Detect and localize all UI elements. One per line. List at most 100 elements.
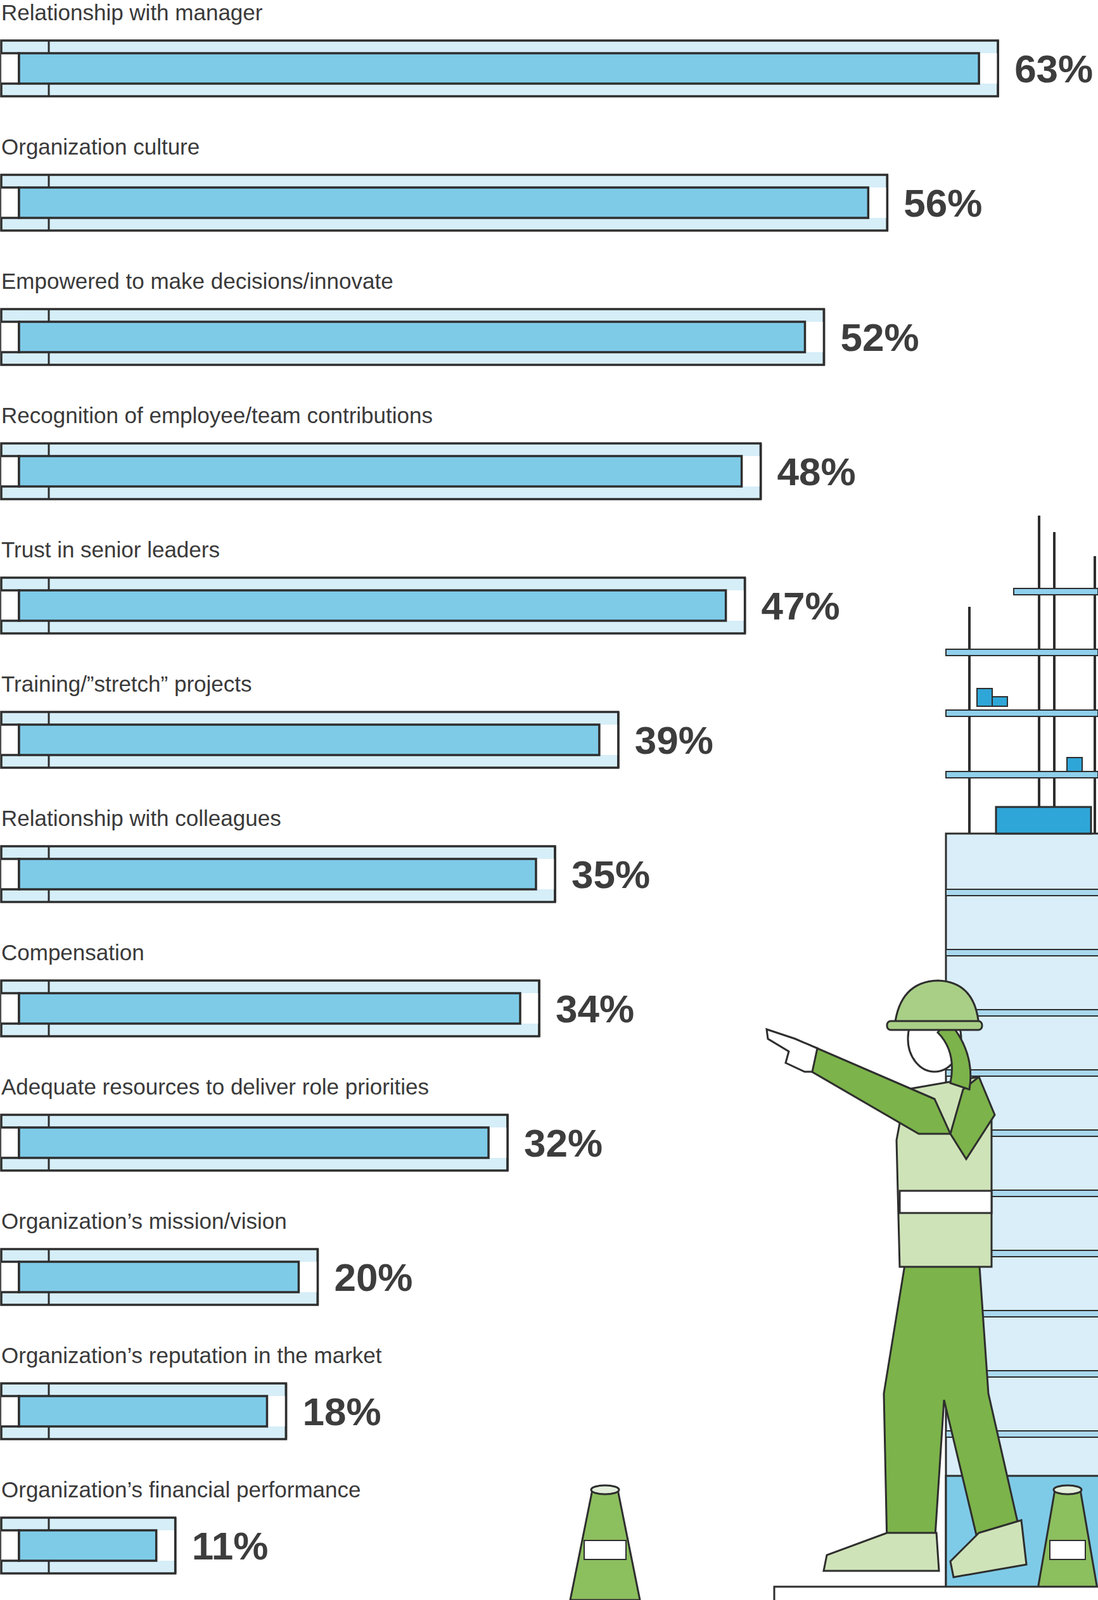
bar-web bbox=[19, 859, 537, 890]
chart: Relationship with manager Organization cu… bbox=[0, 0, 1098, 1600]
bar-end-line bbox=[617, 712, 620, 768]
category-label: Empowered to make decisions/innovate bbox=[1, 268, 394, 294]
bar-group bbox=[1, 1383, 286, 1440]
bar-group bbox=[1, 174, 888, 231]
cone-stripe bbox=[584, 1540, 626, 1560]
data-label: 20% bbox=[333, 1255, 413, 1300]
scaffold-pole bbox=[968, 606, 971, 834]
bar-end-line bbox=[743, 577, 747, 634]
bar-group bbox=[1, 443, 761, 500]
bar-cap-line bbox=[48, 352, 51, 365]
data-label: 47% bbox=[761, 584, 841, 628]
block bbox=[976, 688, 993, 707]
bar-cap-line bbox=[1, 1127, 20, 1159]
bar-group bbox=[1, 577, 746, 634]
bar-cap-line bbox=[48, 846, 51, 860]
bar-cap-line bbox=[48, 620, 51, 634]
bar-web bbox=[19, 590, 727, 621]
cone-stripe bbox=[1049, 1540, 1086, 1560]
bar-end-line bbox=[285, 1383, 288, 1440]
bar-cap-line bbox=[1, 859, 20, 890]
cone-top bbox=[591, 1485, 620, 1495]
block bbox=[1066, 757, 1083, 772]
worker-legs bbox=[883, 1257, 1021, 1546]
illustration bbox=[570, 515, 1098, 1600]
bar-cap-line bbox=[48, 174, 51, 188]
cone-top bbox=[1053, 1485, 1082, 1495]
bar-group bbox=[1, 1518, 176, 1574]
bar-end-line bbox=[537, 980, 541, 1037]
bar-cap-line bbox=[48, 755, 51, 768]
bar-cap-line bbox=[48, 1023, 51, 1037]
data-label: 11% bbox=[191, 1524, 269, 1569]
worker-helmet-brim bbox=[887, 1021, 983, 1031]
bar-cap-line bbox=[48, 1426, 51, 1440]
bar-cap-line bbox=[48, 443, 51, 457]
bar bbox=[1, 712, 619, 768]
worker bbox=[766, 980, 1027, 1578]
bar-end-line bbox=[174, 1518, 177, 1574]
bar-cap-line bbox=[48, 217, 51, 231]
data-label: 56% bbox=[903, 181, 983, 225]
bar-end bbox=[726, 590, 746, 621]
category-label: Relationship with manager bbox=[1, 0, 263, 25]
bar bbox=[1, 1249, 318, 1306]
bar bbox=[1, 174, 888, 231]
bar bbox=[1, 309, 824, 365]
bar-cap-line bbox=[1, 456, 20, 487]
bar-end bbox=[266, 1396, 286, 1427]
category-label: Organization’s reputation in the market bbox=[1, 1343, 383, 1368]
bar-cap-line bbox=[48, 1115, 51, 1128]
bar bbox=[1, 846, 556, 903]
bar-web bbox=[19, 456, 742, 487]
block bbox=[992, 696, 1008, 707]
bar-group bbox=[1, 40, 998, 97]
worker-boot bbox=[950, 1520, 1027, 1578]
bar-cap-line bbox=[48, 486, 51, 500]
bar-cap-line bbox=[48, 83, 51, 97]
category-label: Organization culture bbox=[1, 134, 200, 160]
bar-cap-line bbox=[48, 577, 51, 591]
data-label: 39% bbox=[634, 718, 714, 763]
data-label: 18% bbox=[302, 1390, 381, 1434]
bar-web bbox=[19, 321, 805, 353]
worker-helmet bbox=[894, 980, 979, 1027]
bar-cap-line bbox=[1, 724, 20, 756]
bar-web bbox=[19, 1396, 267, 1427]
bar-cap-line bbox=[48, 309, 51, 322]
bar-cap-line bbox=[1, 321, 20, 353]
bar-cap-line bbox=[1, 187, 20, 218]
bar-cap-line bbox=[48, 1561, 51, 1574]
bar-end bbox=[868, 187, 888, 218]
bar-cap-line bbox=[1, 993, 20, 1024]
bar-group bbox=[1, 1249, 318, 1306]
bar-end bbox=[156, 1530, 176, 1562]
bar-end-line bbox=[823, 309, 826, 365]
data-label: 35% bbox=[571, 852, 651, 897]
bar-end-line bbox=[996, 40, 1000, 97]
category-label: Compensation bbox=[1, 940, 145, 965]
bar-web bbox=[19, 993, 521, 1024]
bar-end-line bbox=[886, 174, 889, 231]
bar-end bbox=[599, 724, 619, 756]
building-floor bbox=[945, 949, 1098, 957]
scaffold-pole bbox=[1093, 556, 1097, 834]
data-label: 32% bbox=[523, 1121, 603, 1166]
block bbox=[995, 807, 1092, 834]
category-label: Recognition of employee/team contributio… bbox=[1, 402, 433, 428]
bar-web bbox=[19, 1530, 157, 1562]
bar-cap-line bbox=[48, 1292, 51, 1306]
worker-stripe bbox=[899, 1191, 992, 1214]
category-label: Training/”stretch” projects bbox=[1, 671, 253, 697]
bar-cap-line bbox=[48, 1518, 51, 1531]
bar-group bbox=[1, 1115, 508, 1171]
worker-hand bbox=[766, 1029, 818, 1073]
bar bbox=[1, 980, 540, 1037]
category-label: Relationship with colleagues bbox=[1, 805, 282, 831]
worker-arm bbox=[950, 1077, 995, 1160]
bar-group bbox=[1, 980, 540, 1037]
bar-web bbox=[19, 1127, 489, 1159]
bar-web bbox=[19, 1262, 299, 1293]
bar-end-line bbox=[553, 846, 557, 903]
scaffold-platform bbox=[945, 771, 1098, 779]
